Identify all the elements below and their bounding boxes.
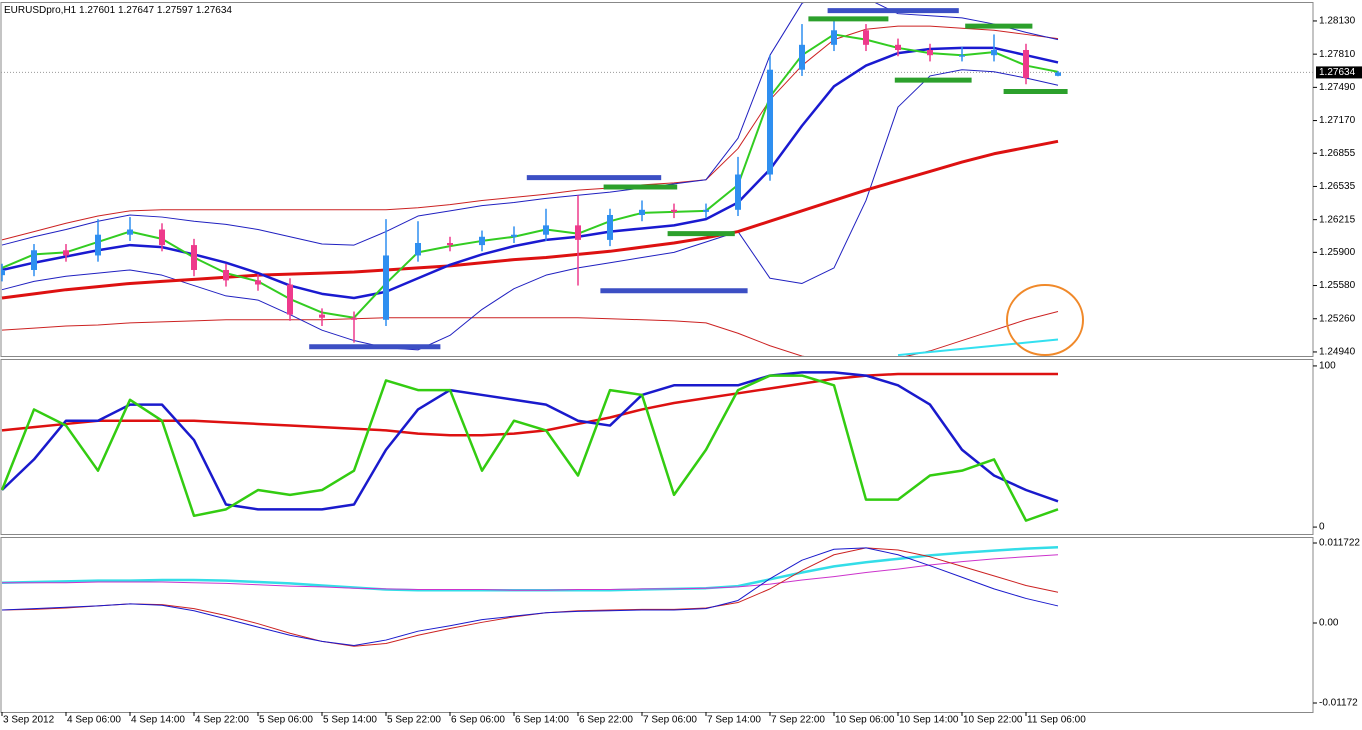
last-close: 1.27634: [196, 5, 233, 16]
candle-body: [671, 209, 677, 212]
x-tick-label: 6 Sep 06:00: [451, 715, 505, 726]
indicator-line: [1, 46, 1059, 300]
panel: [1, 371, 1059, 522]
candle-body: [511, 234, 517, 237]
x-tick-label: 10 Sep 14:00: [899, 715, 959, 726]
x-tick-label: 5 Sep 06:00: [259, 715, 313, 726]
candle-body: [479, 236, 485, 246]
last-high: 1.27647: [118, 5, 155, 16]
oscillator-panel-frame: [0, 359, 1314, 535]
macd-panel-frame: [0, 537, 1314, 713]
candle-body: [767, 69, 773, 175]
candle-body: [31, 250, 37, 270]
candle-body: [639, 209, 645, 215]
candle-body: [95, 234, 101, 256]
y-tick-label: -0.01172: [1319, 698, 1358, 709]
candle-body: [1023, 50, 1029, 79]
candle-body: [543, 225, 549, 235]
candle-body: [959, 55, 965, 57]
y-tick-label: 1.27810: [1319, 49, 1356, 60]
chart-header: EURUSDpro,H1 1.27601 1.27647 1.27597 1.2…: [4, 5, 232, 16]
y-tick-label: 1.26535: [1319, 181, 1356, 192]
x-tick-label: 10 Sep 22:00: [963, 715, 1023, 726]
x-tick-label: 3 Sep 2012: [3, 715, 55, 726]
y-tick-label: 0: [1319, 522, 1325, 533]
indicator-line: [1, 371, 1059, 511]
candle-body: [927, 50, 933, 56]
candle-body: [383, 255, 389, 320]
indicator-line: [1, 33, 1059, 319]
y-tick-label: 0.011722: [1319, 538, 1360, 549]
candle-body: [575, 225, 581, 240]
symbol: EURUSDpro,H1: [4, 5, 77, 16]
x-tick-label: 4 Sep 06:00: [67, 715, 121, 726]
x-tick-label: 10 Sep 06:00: [835, 715, 895, 726]
indicator-line: [1, 25, 1059, 241]
candle-body: [287, 284, 293, 315]
candle-body: [607, 214, 613, 240]
x-tick-label: 5 Sep 22:00: [387, 715, 441, 726]
y-tick-label: 1.25260: [1319, 313, 1356, 324]
candle-body: [223, 269, 229, 281]
y-tick-label: 1.28130: [1319, 16, 1356, 27]
y-tick-label: 100: [1319, 361, 1336, 372]
x-tick-label: 6 Sep 22:00: [579, 715, 633, 726]
price-panel-frame: [0, 2, 1314, 357]
x-tick-label: 5 Sep 14:00: [323, 715, 377, 726]
candle-body: [159, 229, 165, 246]
y-tick-label: 1.26215: [1319, 214, 1356, 225]
x-tick-label: 7 Sep 22:00: [771, 715, 825, 726]
candle-body: [799, 44, 805, 70]
candle-body: [863, 30, 869, 45]
indicator-line: [1, 374, 1059, 522]
x-tick-label: 7 Sep 06:00: [643, 715, 697, 726]
indicator-line: [1, 3, 1059, 246]
candle-body: [895, 44, 901, 51]
y-tick-label: 1.25900: [1319, 247, 1356, 258]
candle-body: [351, 317, 357, 320]
indicator-line: [1, 311, 1059, 356]
price-label: 1.27634: [1319, 67, 1356, 78]
candle-body: [415, 243, 421, 256]
candle-body: [831, 30, 837, 45]
candle-body: [1, 269, 5, 276]
candle-body: [1055, 72, 1061, 76]
x-tick-label: 6 Sep 14:00: [515, 715, 569, 726]
panel: [1, 545, 1059, 647]
indicator-line: [1, 139, 1059, 300]
y-tick-label: 0.00: [1319, 618, 1339, 629]
y-tick-label: 1.25580: [1319, 280, 1356, 291]
y-tick-label: 1.27170: [1319, 115, 1356, 126]
candle-body: [191, 245, 197, 270]
last-open: 1.27601: [79, 5, 116, 16]
highlight-circle: [1006, 284, 1084, 356]
candle-body: [703, 209, 709, 212]
candle-body: [447, 243, 453, 246]
panel: [1, 3, 1313, 356]
candle-body: [255, 280, 261, 285]
indicator-line: [2, 554, 1059, 591]
y-tick-label: 1.24940: [1319, 347, 1356, 358]
candle-body: [127, 229, 133, 235]
candle-body: [735, 174, 741, 210]
y-tick-label: 1.26855: [1319, 148, 1356, 159]
x-tick-label: 4 Sep 22:00: [195, 715, 249, 726]
last-low: 1.27597: [157, 5, 194, 16]
candle-body: [991, 50, 997, 56]
x-tick-label: 7 Sep 14:00: [707, 715, 761, 726]
indicator-line: [897, 338, 1059, 356]
price-label-box: [1316, 66, 1362, 79]
candle-body: [319, 314, 325, 318]
x-tick-label: 11 Sep 06:00: [1027, 715, 1086, 726]
x-tick-label: 4 Sep 14:00: [131, 715, 185, 726]
candle-body: [63, 250, 69, 256]
y-tick-label: 1.27490: [1319, 82, 1356, 93]
indicator-line: [1, 547, 1059, 647]
